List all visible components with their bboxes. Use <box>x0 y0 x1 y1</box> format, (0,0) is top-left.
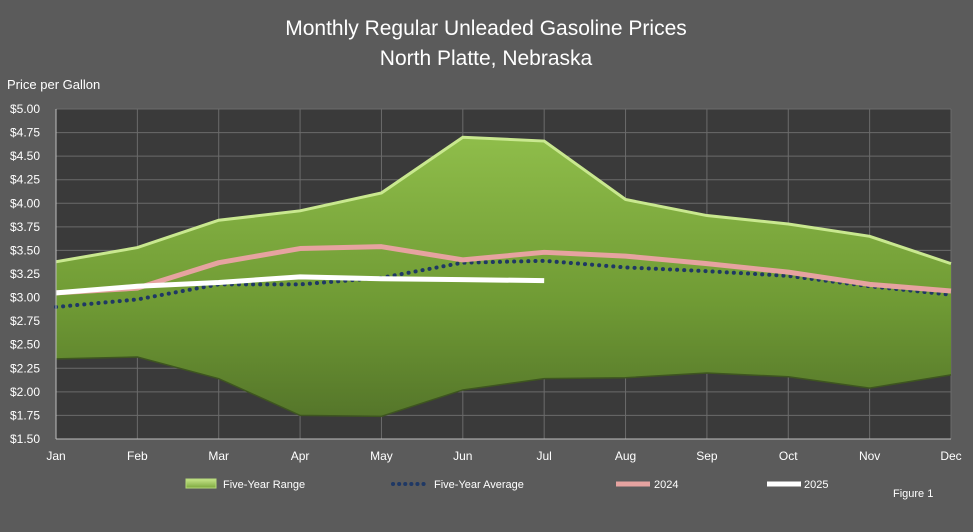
x-tick-label: Jun <box>453 449 472 463</box>
legend-label-2025: 2025 <box>804 479 828 491</box>
x-tick-label: Dec <box>940 449 961 463</box>
y-tick-label: $2.75 <box>10 314 40 328</box>
x-tick-label: Mar <box>208 449 229 463</box>
y-tick-label: $2.00 <box>10 385 40 399</box>
five-year-range-layer <box>55 135 952 418</box>
chart-title: Monthly Regular Unleaded Gasoline Prices <box>285 17 687 40</box>
x-tick-label: Oct <box>779 449 798 463</box>
legend: Five-Year Range Five-Year Average 2024 2… <box>185 478 828 491</box>
x-tick-labels: Jan Feb Mar Apr May Jun Jul Aug Sep Oct Nov Dec <box>46 449 961 463</box>
legend-label-five-year-average: Five-Year Average <box>434 479 524 491</box>
y-tick-label: $1.50 <box>10 432 40 446</box>
x-tick-label: May <box>370 449 393 463</box>
y-axis-label: Price per Gallon <box>7 77 100 92</box>
legend-label-2024: 2024 <box>654 479 678 491</box>
y-tick-label: $2.25 <box>10 361 40 375</box>
legend-label-range: Five-Year Range <box>223 479 305 491</box>
y-tick-label: $3.50 <box>10 243 40 257</box>
five-year-range-band <box>56 137 951 417</box>
x-tick-label: Apr <box>291 449 310 463</box>
y-tick-label: $4.25 <box>10 173 40 187</box>
x-tick-label: Sep <box>696 449 718 463</box>
five-year-range-low-edge <box>55 356 952 418</box>
five-year-range-high-edge <box>55 135 952 266</box>
y-tick-label: $3.25 <box>10 267 40 281</box>
y-tick-label: $3.75 <box>10 220 40 234</box>
figure-label: Figure 1 <box>893 488 933 500</box>
y-tick-label: $5.00 <box>10 102 40 116</box>
y-tick-label: $3.00 <box>10 291 40 305</box>
series-line-2025 <box>55 274 545 296</box>
y-tick-labels: $1.50 $1.75 $2.00 $2.25 $2.50 $2.75 $3.00 $3.25… <box>10 102 40 446</box>
chart-subtitle: North Platte, Nebraska <box>380 47 593 70</box>
x-tick-label: Jan <box>46 449 65 463</box>
y-tick-label: $4.50 <box>10 149 40 163</box>
series-line-five-year-average <box>54 258 953 309</box>
x-tick-label: Jul <box>537 449 552 463</box>
y-tick-label: $4.75 <box>10 126 40 140</box>
y-tick-label: $1.75 <box>10 408 40 422</box>
x-tick-label: Feb <box>127 449 148 463</box>
y-tick-label: $4.00 <box>10 196 40 210</box>
y-tick-label: $2.50 <box>10 338 40 352</box>
x-tick-label: Aug <box>615 449 636 463</box>
series-layer <box>54 244 953 309</box>
legend-swatch-range <box>185 478 217 489</box>
series-line-2024 <box>55 244 952 296</box>
x-tick-label: Nov <box>859 449 880 463</box>
